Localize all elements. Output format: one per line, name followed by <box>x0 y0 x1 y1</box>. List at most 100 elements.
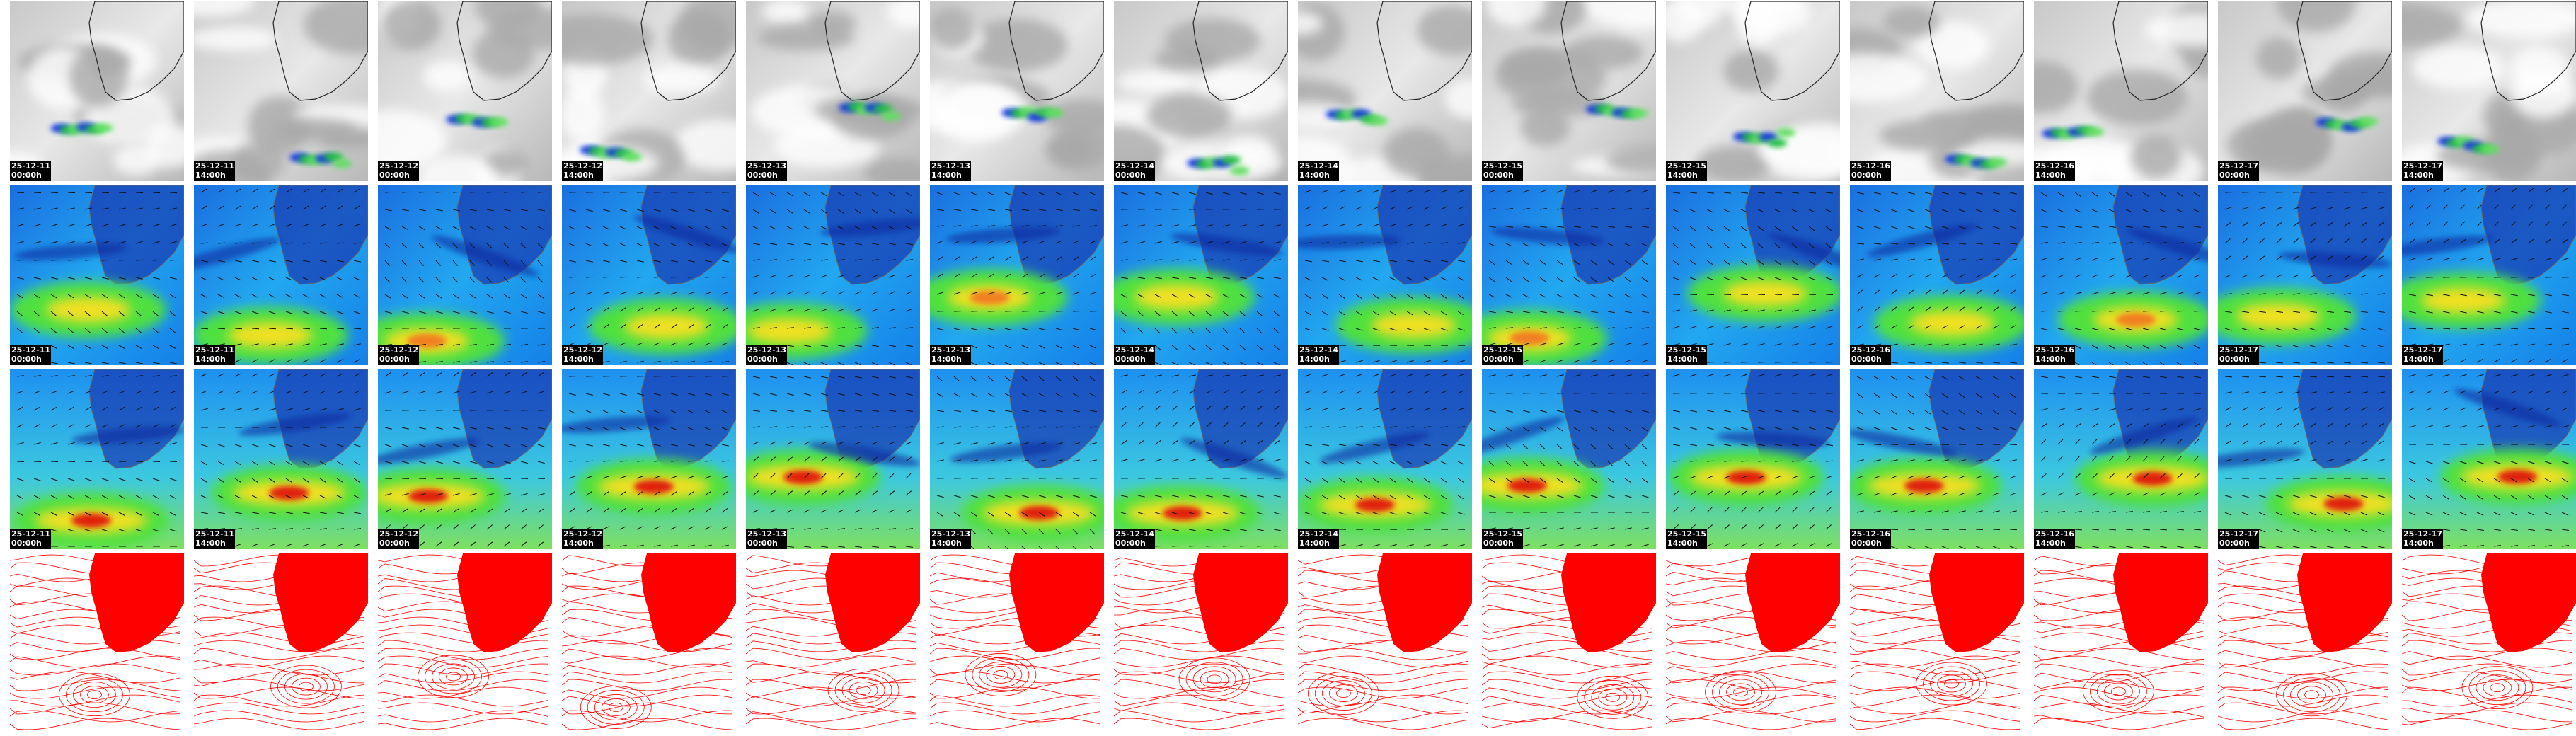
wind-arrow <box>200 373 208 377</box>
wind-arrow <box>568 507 575 513</box>
wind-arrow <box>2057 510 2065 513</box>
wind-arrow <box>2527 390 2535 394</box>
wind-arrow <box>1723 226 1730 231</box>
wind-arrow <box>503 541 510 547</box>
wind-arrow <box>803 473 810 479</box>
wind-arrow <box>619 292 627 295</box>
wind-arrow <box>1440 407 1448 411</box>
wind-arrow <box>1975 459 1983 462</box>
wind-arrow <box>217 478 224 483</box>
wind-arrow <box>1021 410 1029 413</box>
wind-arrow <box>268 311 276 314</box>
wind-arrow <box>152 241 160 244</box>
wind-arrow <box>1757 326 1765 329</box>
wind-arrow <box>803 410 811 412</box>
wind-arrow <box>854 308 862 312</box>
wind-arrow <box>2544 188 2551 193</box>
wind-arrow <box>1004 273 1011 278</box>
wind-arrow <box>653 260 661 263</box>
isobar <box>930 663 1100 676</box>
isobar <box>2218 640 2388 652</box>
wind-arrow <box>1089 442 1097 445</box>
wind-arrow <box>1239 529 1247 531</box>
wind-arrow <box>2091 473 2098 479</box>
wind-arrow <box>2125 492 2133 496</box>
wind-arrow <box>636 410 644 414</box>
wind-arrow <box>1055 529 1062 535</box>
time-label: 00:00h <box>1851 539 1882 548</box>
wind-arrow <box>769 490 776 496</box>
wind-arrow <box>2142 192 2149 197</box>
wind-arrow <box>2009 306 2016 312</box>
time-label: 00:00h <box>2219 171 2250 180</box>
isobar <box>2034 710 2204 723</box>
isobar <box>194 554 364 567</box>
wind-arrow <box>503 260 509 266</box>
cloud <box>2412 46 2504 89</box>
wind-arrow <box>1038 328 1046 330</box>
isobar <box>930 679 1100 691</box>
wind-arrow <box>2224 422 2231 428</box>
wind-arrow <box>1038 442 1046 445</box>
isobar <box>2402 648 2572 660</box>
low-isobar <box>80 686 109 704</box>
coastline <box>456 1 552 101</box>
wind-arrow <box>1539 444 1546 450</box>
land <box>1193 369 1288 468</box>
wind-arrow <box>1188 328 1195 334</box>
wind-arrow <box>2309 274 2317 278</box>
wind-arrow <box>1607 427 1614 432</box>
rain-band <box>2084 127 2105 137</box>
wind-arrow <box>1522 243 1530 247</box>
wind-arrow <box>336 512 344 514</box>
wind-arrow <box>336 408 344 411</box>
coastline <box>2480 1 2576 101</box>
wind-arrow <box>1321 189 1329 193</box>
wind-arrow <box>1740 192 1748 194</box>
wind-arrow <box>2408 374 2416 377</box>
wind-arrow <box>2241 274 2249 278</box>
wind-arrow <box>2159 241 2167 244</box>
wind-arrow <box>118 241 126 244</box>
isobar <box>1666 585 1836 598</box>
rain-band <box>1766 139 1787 148</box>
wind-arrow <box>1188 439 1195 445</box>
wind-arrow <box>1890 459 1898 462</box>
wind-arrow <box>1757 475 1765 479</box>
wind-arrow <box>2159 274 2167 278</box>
wind-arrow <box>987 362 995 365</box>
isobar <box>194 593 364 606</box>
isobar <box>930 624 1100 637</box>
wind-arrow <box>1406 206 1414 210</box>
wind-arrow <box>435 372 442 377</box>
wind-arrow <box>1457 512 1465 515</box>
wind-arrow <box>1273 345 1280 350</box>
wind-arrow <box>319 478 326 483</box>
wind-arrow <box>285 461 292 466</box>
wind-arrow <box>2275 529 2283 533</box>
wind-arrow <box>16 495 24 500</box>
wind-arrow <box>319 408 327 411</box>
wind-arrow <box>2125 257 2133 261</box>
wind-arrow <box>319 223 327 227</box>
wind-arrow <box>1188 389 1195 394</box>
wind-arrow <box>2125 423 2132 428</box>
date-label: 25-12-15 <box>1483 161 1522 171</box>
date-label: 25-12-15 <box>1483 345 1522 355</box>
coastline <box>2296 185 2392 285</box>
wind-arrow <box>1907 192 1915 195</box>
wind-arrow <box>1072 273 1079 278</box>
wind-arrow <box>2275 406 2283 411</box>
wind-arrow <box>1072 546 1076 549</box>
isobar <box>1850 593 2020 606</box>
wind-arrow <box>2224 391 2232 394</box>
wind-arrow <box>1958 192 1966 195</box>
wind-arrow <box>1055 209 1063 212</box>
date-label: 25-12-15 <box>1483 529 1522 539</box>
date-label: 25-12-14 <box>1115 161 1154 171</box>
label-box <box>2218 529 2259 549</box>
wind-arrow <box>687 444 695 447</box>
wind-arrow <box>1038 459 1046 462</box>
